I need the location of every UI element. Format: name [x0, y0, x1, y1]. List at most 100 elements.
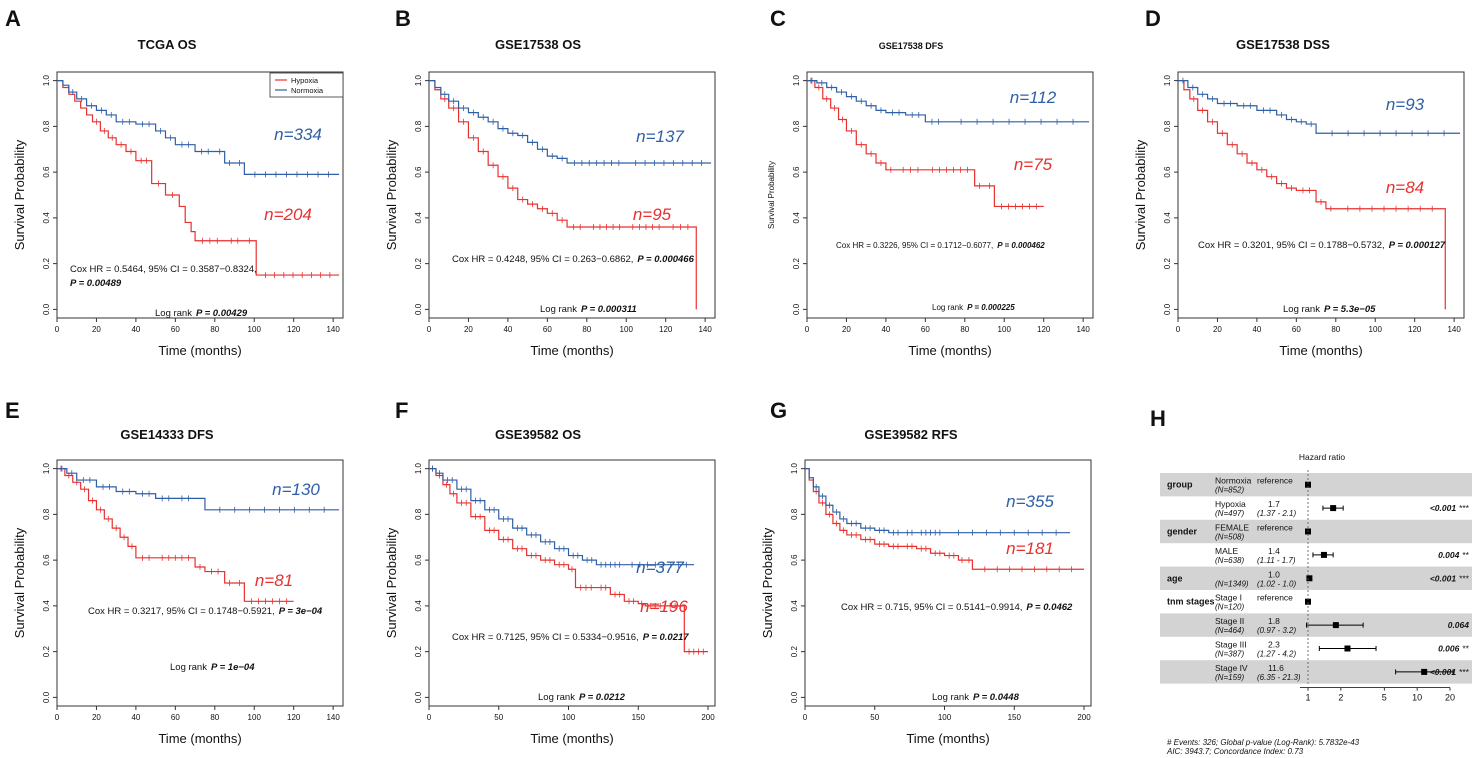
y-tick-label: 0.8 [790, 508, 799, 520]
panel-letter: E [5, 398, 20, 423]
x-tick-label: 80 [960, 325, 969, 334]
x-tick-label: 40 [881, 325, 890, 334]
km-panel-c: C GSE17538 DFS 0.0 0.2 0.4 0.6 0.8 1.0 0 20 40 60 80… [767, 6, 1094, 358]
n-label-hypoxia: n=84 [1386, 178, 1424, 197]
x-tick-label: 100 [248, 713, 262, 722]
forest-p-value: <0.001 *** [1430, 503, 1470, 513]
n-label-hypoxia: n=81 [255, 571, 293, 590]
x-axis-label: Time (months) [530, 731, 613, 746]
series-line-normoxia [429, 468, 695, 566]
y-tick-label: 0.8 [42, 120, 51, 132]
logrank-p-value: P = 1e−04 [211, 662, 255, 673]
x-tick-label: 20 [92, 325, 101, 334]
y-tick-label: 1.0 [42, 75, 51, 87]
plot-frame [428, 71, 716, 319]
x-tick-label: 120 [287, 713, 301, 722]
y-tick-label: 1.0 [1163, 75, 1172, 87]
y-tick-label: 0.0 [790, 691, 799, 703]
series-line-hypoxia [429, 80, 697, 310]
y-tick-label: 0.4 [790, 600, 799, 612]
y-tick-label: 0.0 [1163, 303, 1172, 315]
logrank-label: Log rank [540, 304, 577, 315]
logrank-annotation: Log rank P = 1e−04 [170, 662, 255, 673]
x-tick-label: 20 [92, 713, 101, 722]
logrank-label: Log rank [1283, 304, 1320, 315]
forest-estimate-marker [1344, 645, 1351, 652]
chart-title: GSE17538 OS [495, 37, 581, 52]
y-tick-label: 0.4 [792, 212, 801, 224]
forest-hr: reference [1257, 476, 1293, 486]
logrank-annotation: Log rank P = 0.0212 [538, 692, 626, 703]
forest-level: MALE [1215, 546, 1238, 556]
x-tick-label: 60 [543, 325, 552, 334]
forest-hr: 1.4 [1268, 546, 1280, 556]
logrank-p-value: P = 0.0212 [579, 692, 626, 703]
x-tick-label: 0 [1176, 325, 1181, 334]
forest-n: (N=852) [1215, 486, 1244, 495]
n-label-normoxia: n=93 [1386, 95, 1425, 114]
x-tick-label: 100 [1369, 325, 1383, 334]
logrank-p-value: P = 0.000225 [967, 303, 1015, 312]
logrank-label: Log rank [538, 692, 575, 703]
y-tick-label: 0.2 [42, 258, 51, 270]
forest-footer-aic: AIC: 3943.7; Concordance Index: 0.73 [1166, 747, 1304, 756]
x-tick-label: 140 [326, 325, 340, 334]
n-label-normoxia: n=377 [636, 558, 684, 577]
forest-hr: 1.0 [1268, 569, 1280, 579]
x-tick-label: 0 [805, 325, 810, 334]
forest-p: 0.006 [1438, 644, 1460, 654]
x-axis-label: Time (months) [906, 731, 989, 746]
chart-title: GSE17538 DSS [1236, 37, 1330, 52]
forest-level: Stage IV [1215, 663, 1248, 673]
cox-annotation: Cox HR = 0.3201, 95% CI = 0.1788−0.5732,… [1198, 240, 1446, 251]
y-tick-label: 0.6 [792, 166, 801, 178]
forest-n: (N=1349) [1215, 579, 1249, 588]
forest-n: (N=120) [1215, 603, 1244, 612]
forest-n: (N=497) [1215, 509, 1244, 518]
y-tick-label: 0.8 [42, 508, 51, 520]
logrank-p-value: P = 0.000311 [581, 304, 637, 315]
y-tick-label: 0.0 [792, 303, 801, 315]
y-axis-label: Survival Probability [1133, 139, 1148, 250]
forest-variable: age [1167, 573, 1183, 583]
plot-frame [56, 459, 344, 707]
x-tick-label: 0 [803, 713, 808, 722]
x-tick-label: 40 [131, 713, 140, 722]
logrank-p-value: P = 5.3e−05 [1324, 304, 1376, 315]
y-tick-label: 0.8 [414, 120, 423, 132]
x-tick-label: 50 [494, 713, 503, 722]
forest-row-band [1160, 566, 1472, 590]
forest-ci: (1.02 - 1.0) [1257, 579, 1296, 588]
panel-letter: B [395, 6, 411, 31]
forest-hr: reference [1257, 593, 1293, 603]
x-tick-label: 20 [1213, 325, 1222, 334]
y-axis-label: Survival Probability [760, 527, 775, 638]
logrank-annotation: Log rank P = 0.000311 [540, 304, 637, 315]
forest-hr: reference [1257, 523, 1293, 533]
forest-p: <0.001 [1430, 573, 1457, 583]
y-tick-label: 0.6 [790, 554, 799, 566]
x-tick-label: 0 [55, 713, 60, 722]
cox-text: Cox HR = 0.3226, 95% CI = 0.1712−0.6077, [836, 241, 993, 250]
forest-estimate-marker [1332, 622, 1339, 629]
x-tick-label: 50 [870, 713, 879, 722]
forest-p-value: <0.001 *** [1430, 573, 1470, 583]
x-tick-label: 100 [938, 713, 952, 722]
chart-title: GSE14333 DFS [120, 427, 214, 442]
cox-text: Cox HR = 0.3201, 95% CI = 0.1788−0.5732, [1198, 240, 1385, 251]
y-tick-label: 0.2 [414, 646, 423, 658]
chart-title: GSE17538 DFS [879, 41, 944, 51]
forest-n: (N=638) [1215, 556, 1244, 565]
km-panel-b: B GSE17538 OS 0.0 0.2 0.4 0.6 0.8 1.0 0 20 40 60 80 1… [384, 6, 716, 358]
y-tick-label: 0.6 [42, 166, 51, 178]
forest-p-value: 0.004 ** [1438, 550, 1470, 560]
x-tick-label: 200 [701, 713, 715, 722]
y-tick-label: 0.2 [790, 646, 799, 658]
forest-row-band [1160, 660, 1472, 684]
forest-x-tick-label: 10 [1412, 693, 1422, 703]
forest-estimate-marker [1330, 505, 1337, 512]
km-panel-g: G GSE39582 RFS 0.0 0.2 0.4 0.6 0.8 1.0 0 50 100 150… [760, 398, 1092, 746]
chart-title: TCGA OS [138, 37, 197, 52]
logrank-annotation: Log rank P = 5.3e−05 [1283, 304, 1376, 315]
